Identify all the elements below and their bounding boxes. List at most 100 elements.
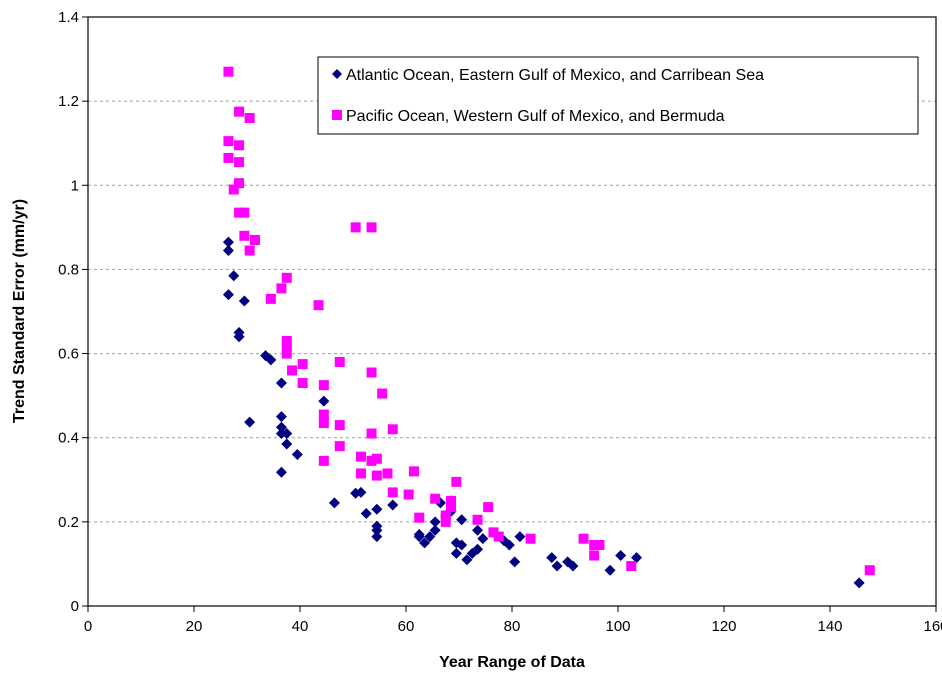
point-atlantic <box>228 270 240 282</box>
point-pacific <box>281 272 292 283</box>
point-pacific <box>355 468 366 479</box>
point-pacific <box>249 234 260 245</box>
point-pacific <box>483 502 494 513</box>
point-atlantic <box>387 499 399 511</box>
point-atlantic <box>477 533 489 545</box>
point-pacific <box>355 451 366 462</box>
x-tick-label: 120 <box>711 618 736 635</box>
point-pacific <box>234 207 245 218</box>
legend: Atlantic Ocean, Eastern Gulf of Mexico, … <box>317 56 919 135</box>
point-pacific <box>223 152 234 163</box>
legend-box <box>317 56 919 135</box>
point-pacific <box>366 367 377 378</box>
x-tick-label: 100 <box>605 618 630 635</box>
y-tick-label: 0 <box>71 598 79 615</box>
x-tick-label: 80 <box>504 618 521 635</box>
point-atlantic <box>222 289 234 301</box>
point-atlantic <box>472 543 484 555</box>
point-atlantic <box>567 560 579 572</box>
point-pacific <box>440 516 451 527</box>
point-pacific <box>525 533 536 544</box>
point-atlantic <box>461 554 473 566</box>
point-atlantic <box>291 449 303 461</box>
x-tick-label: 60 <box>398 618 415 635</box>
point-atlantic <box>551 560 563 572</box>
point-pacific <box>318 455 329 466</box>
point-pacific <box>578 533 589 544</box>
point-atlantic <box>604 564 616 576</box>
point-pacific <box>297 359 308 370</box>
y-tick-label: 1 <box>71 177 79 194</box>
point-pacific <box>350 222 361 233</box>
point-pacific <box>377 388 388 399</box>
legend-marker-pacific <box>332 110 342 120</box>
point-atlantic <box>244 416 256 428</box>
point-atlantic <box>275 421 287 433</box>
point-pacific <box>366 455 377 466</box>
point-pacific <box>228 184 239 195</box>
legend-label-atlantic: Atlantic Ocean, Eastern Gulf of Mexico, … <box>346 67 764 84</box>
point-pacific <box>366 222 377 233</box>
point-pacific <box>234 140 245 151</box>
point-atlantic <box>472 524 484 536</box>
point-atlantic <box>413 531 425 543</box>
point-atlantic <box>429 524 441 536</box>
point-atlantic <box>222 244 234 256</box>
point-pacific <box>371 453 382 464</box>
point-atlantic <box>424 531 436 543</box>
point-atlantic <box>853 577 865 589</box>
point-atlantic <box>275 377 287 389</box>
point-pacific <box>234 106 245 117</box>
point-atlantic <box>233 331 245 343</box>
point-atlantic <box>281 428 293 440</box>
y-tick-label: 0.8 <box>58 261 79 278</box>
point-atlantic <box>429 516 441 528</box>
x-tick-label: 20 <box>186 618 203 635</box>
point-pacific <box>414 512 425 523</box>
y-axis: 0 0.2 0.4 0.6 0.8 1 1.2 1.4 <box>58 9 88 615</box>
x-tick-label: 40 <box>292 618 309 635</box>
point-pacific <box>334 420 345 431</box>
point-pacific <box>387 487 398 498</box>
point-atlantic <box>238 295 250 307</box>
point-atlantic <box>456 514 468 526</box>
point-atlantic <box>318 395 330 407</box>
point-pacific <box>281 335 292 346</box>
point-pacific <box>281 342 292 353</box>
x-tick-label: 0 <box>84 618 92 635</box>
point-atlantic <box>419 537 431 549</box>
gridlines <box>88 100 936 523</box>
point-atlantic <box>509 556 521 568</box>
point-pacific <box>626 561 637 572</box>
point-pacific <box>589 550 600 561</box>
point-atlantic <box>546 552 558 564</box>
y-tick-label: 1.2 <box>58 93 79 110</box>
point-atlantic <box>275 466 287 478</box>
point-pacific <box>366 428 377 439</box>
point-atlantic <box>222 236 234 248</box>
legend-marker-atlantic <box>332 69 342 79</box>
point-pacific <box>430 493 441 504</box>
y-tick-label: 1.4 <box>58 9 79 26</box>
point-pacific <box>864 565 875 576</box>
point-pacific <box>472 514 483 525</box>
point-pacific <box>446 502 457 513</box>
point-pacific <box>223 136 234 147</box>
legend-label-pacific: Pacific Ocean, Western Gulf of Mexico, a… <box>346 108 725 125</box>
point-atlantic <box>503 539 515 551</box>
point-pacific <box>297 378 308 389</box>
point-atlantic <box>615 550 627 562</box>
x-axis: 0 20 40 60 80 100 120 140 160 <box>84 606 942 635</box>
point-pacific <box>265 293 276 304</box>
point-pacific <box>239 207 250 218</box>
point-pacific <box>276 283 287 294</box>
point-atlantic <box>371 503 383 515</box>
point-pacific <box>408 466 419 477</box>
point-atlantic <box>456 539 468 551</box>
y-tick-label: 0.6 <box>58 346 79 363</box>
y-tick-label: 0.4 <box>58 430 79 447</box>
point-pacific <box>488 527 499 538</box>
point-pacific <box>234 178 245 189</box>
point-atlantic <box>371 531 383 543</box>
